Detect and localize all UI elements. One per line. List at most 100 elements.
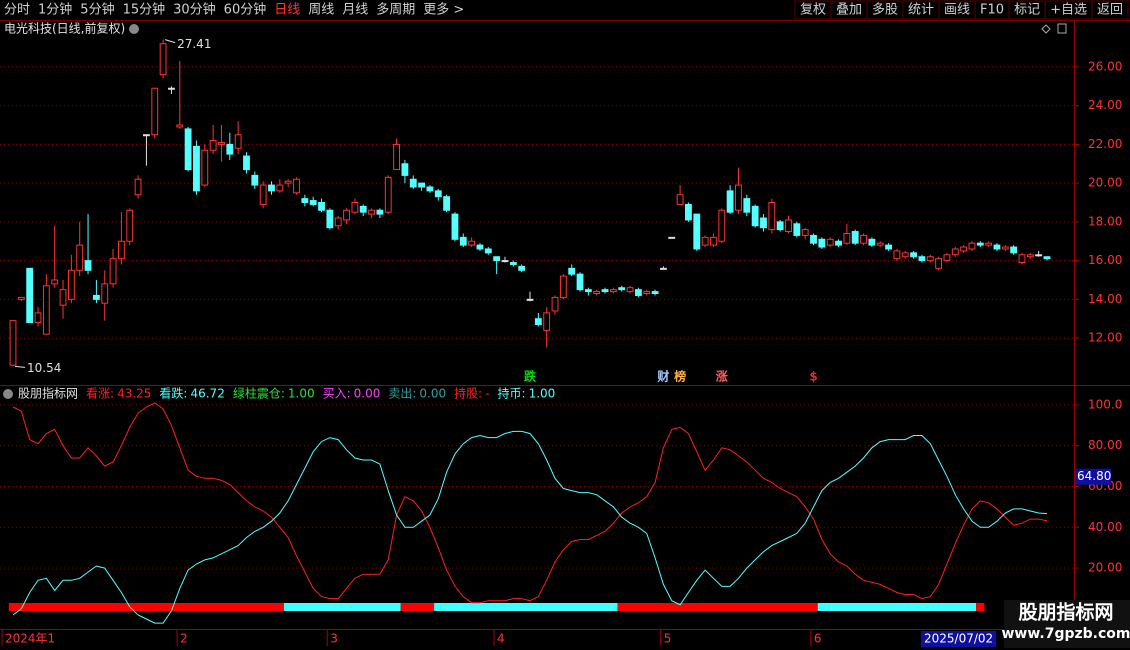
cursor-value-box — [1075, 468, 1111, 485]
candle-body — [559, 275, 567, 298]
toolbar-button[interactable]: 叠加 — [836, 3, 862, 18]
candle-body — [584, 289, 592, 293]
candle-body — [843, 232, 851, 244]
candle-body — [409, 178, 417, 188]
candle-body — [434, 190, 442, 198]
diamond-icon[interactable] — [1041, 24, 1051, 34]
candle-body — [534, 318, 542, 326]
candle-body — [493, 256, 501, 262]
x-tick-label: 2 — [180, 632, 188, 646]
candle-body — [693, 213, 701, 250]
indicator-line — [12, 402, 1048, 604]
y-tick-label: 18.00 — [1088, 214, 1122, 228]
toolbar-button[interactable]: 统计 — [908, 3, 934, 18]
watermark-box — [1004, 600, 1130, 648]
toolbar-item[interactable]: 更多 > — [423, 2, 464, 18]
candle-body — [359, 205, 367, 213]
candle-body — [651, 291, 659, 295]
y-tick-label: 20.00 — [1088, 176, 1122, 190]
candle-body — [793, 223, 801, 236]
toolbar-item[interactable]: 1分钟 — [38, 2, 72, 18]
y-tick-label: 40.00 — [1088, 520, 1122, 534]
candle-body — [42, 285, 50, 335]
legend-value: 46.72 — [190, 387, 224, 401]
toolbar-item[interactable]: 30分钟 — [173, 2, 216, 18]
candle-body — [601, 289, 609, 293]
candle-body — [101, 283, 109, 304]
candle-body — [276, 184, 284, 192]
signal-label: 跌 — [524, 369, 537, 384]
toolbar-item[interactable]: 日线 — [274, 3, 300, 18]
candle-body — [117, 240, 125, 260]
toolbar-button[interactable]: +自选 — [1050, 3, 1087, 18]
candle-body — [426, 186, 434, 192]
candle-body — [785, 219, 792, 233]
candle-body — [726, 190, 734, 213]
candle-body — [17, 296, 25, 300]
toolbar-item[interactable]: 5分钟 — [80, 2, 114, 18]
candle-body — [768, 202, 776, 231]
x-tick-label: 3 — [330, 632, 338, 646]
state-bar — [817, 603, 977, 611]
candle-body — [476, 244, 484, 250]
window-icon[interactable] — [1057, 23, 1067, 34]
candle-body — [593, 291, 601, 295]
candle-body — [1026, 254, 1034, 258]
candle-body — [676, 194, 684, 205]
indicator-icon[interactable] — [3, 389, 13, 399]
candle-body — [526, 298, 534, 301]
title-icon[interactable] — [129, 24, 139, 34]
candle-body — [918, 256, 926, 262]
candle-body — [718, 209, 726, 242]
candle-body — [985, 242, 993, 246]
toolbar-item[interactable]: 60分钟 — [224, 2, 267, 18]
toolbar-item[interactable]: 多周期 — [376, 2, 415, 18]
candle-body — [710, 236, 717, 246]
x-tick-label: 6 — [814, 632, 822, 646]
candle-body — [468, 240, 476, 246]
toolbar-button-frame[interactable] — [794, 0, 832, 20]
toolbar-item[interactable]: 15分钟 — [123, 2, 166, 18]
toolbar-button[interactable]: 复权 — [800, 2, 826, 18]
candle-body — [893, 250, 901, 260]
candle-body — [660, 267, 667, 270]
signal-label: 财 — [656, 369, 669, 384]
cursor-value-label: 64.80 — [1077, 469, 1111, 483]
candle-body — [993, 244, 1001, 250]
toolbar-button[interactable]: 标记 — [1014, 3, 1040, 18]
toolbar-item[interactable]: 分时 — [4, 3, 30, 18]
candle-body — [51, 279, 59, 285]
candle-body — [34, 312, 42, 324]
state-bar — [617, 603, 818, 611]
candle-body — [376, 209, 384, 215]
candle-body — [501, 260, 509, 263]
indicator-title: 股朋指标网 — [18, 386, 78, 401]
high-pointer — [164, 39, 176, 44]
candle-body — [860, 234, 867, 244]
toolbar-item[interactable]: 月线 — [342, 3, 368, 18]
candle-body — [876, 242, 884, 246]
candle-body — [9, 320, 17, 366]
chart-title: 电光科技(日线,前复权) — [4, 21, 125, 36]
toolbar-button[interactable]: 多股 — [872, 2, 898, 18]
legend-label: 绿柱震仓: — [233, 386, 285, 401]
candle-body — [951, 248, 959, 256]
candle-body — [326, 209, 334, 229]
legend-label: 买入: — [323, 387, 351, 401]
candle-body — [451, 213, 459, 240]
toolbar-button[interactable]: 返回 — [1097, 3, 1123, 18]
candle-body — [293, 178, 300, 194]
toolbar-item[interactable]: 周线 — [308, 3, 334, 18]
watermark-name: 股朋指标网 — [1018, 602, 1113, 624]
candle-body — [851, 231, 859, 244]
toolbar-button[interactable]: F10 — [980, 3, 1004, 18]
toolbar-button[interactable]: 画线 — [944, 3, 970, 18]
candle-body — [634, 289, 642, 296]
legend-label: 看涨: — [86, 386, 114, 401]
candle-body — [835, 240, 842, 246]
state-bar — [976, 603, 985, 611]
candle-body — [701, 236, 709, 246]
candle-body — [618, 287, 626, 291]
candle-body — [668, 236, 676, 239]
